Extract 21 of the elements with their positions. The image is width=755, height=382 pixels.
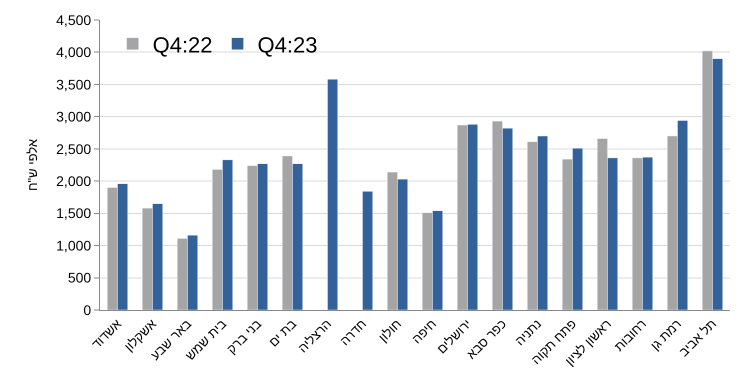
- y-tick-label: 3,000: [56, 108, 92, 125]
- y-tick-label: 0: [83, 302, 92, 318]
- y-axis-title: אלפי ש"ח: [25, 138, 40, 192]
- y-tick-label: 2,500: [56, 140, 92, 157]
- x-tick-label: חיפה: [408, 316, 440, 347]
- x-tick-label: חולון: [376, 316, 404, 345]
- y-tick-label: 4,000: [56, 44, 92, 60]
- y-tick-label: 1,500: [56, 205, 92, 222]
- y-tick-label: 4,500: [56, 12, 92, 28]
- legend-label: Q4:23: [258, 32, 318, 58]
- y-tick-label: 1,000: [56, 237, 92, 254]
- y-tick-label: 3,500: [56, 76, 92, 92]
- bar: [327, 79, 338, 310]
- legend-label: Q4:22: [152, 32, 213, 58]
- x-tick-label: אשדוד: [88, 316, 124, 352]
- x-tick-label: חדרה: [337, 316, 370, 348]
- x-tick-label: רחובות: [611, 316, 650, 354]
- y-tick-label: 2,000: [56, 173, 92, 190]
- x-tick-label: בת ים: [266, 316, 300, 350]
- bar: [362, 191, 373, 310]
- y-tick-label: 500: [68, 270, 92, 286]
